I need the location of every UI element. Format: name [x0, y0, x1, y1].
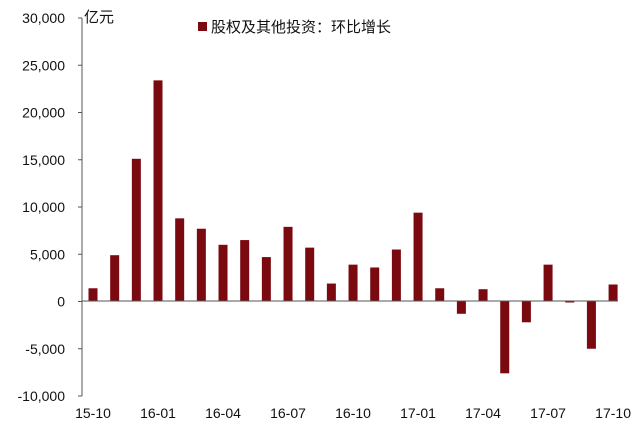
y-tick-label: 20,000 — [22, 105, 65, 121]
legend: 股权及其他投资：环比增长 — [198, 18, 391, 36]
bar-16-08 — [305, 247, 315, 302]
bar-16-03 — [196, 228, 206, 302]
bar-16-07 — [283, 226, 293, 302]
bar-17-02 — [435, 288, 445, 302]
bar-16-02 — [175, 218, 185, 302]
bar-17-09 — [586, 301, 596, 349]
bar-15-12 — [131, 158, 141, 302]
bar-16-11 — [370, 267, 380, 302]
x-tick-label: 17-01 — [400, 405, 436, 421]
y-axis: 30,000 25,000 20,000 15,000 10,000 5,000 0 -5,0… — [18, 10, 83, 404]
x-tick-label: 17-10 — [595, 405, 631, 421]
bar-16-01 — [153, 80, 163, 302]
x-tick-label: 16-04 — [205, 405, 241, 421]
bar-16-09 — [326, 283, 336, 302]
x-tick-label: 17-07 — [530, 405, 566, 421]
y-tick-label: -10,000 — [18, 388, 66, 404]
bar-15-10 — [88, 288, 98, 302]
bar-15-11 — [110, 255, 120, 302]
bar-16-10 — [348, 264, 358, 302]
x-tick-label: 16-10 — [335, 405, 371, 421]
x-tick-label: 15-10 — [75, 405, 111, 421]
bar-17-03 — [456, 301, 466, 314]
y-tick-label: 5,000 — [30, 246, 65, 262]
unit-label: 亿元 — [84, 8, 114, 26]
bar-17-04 — [478, 289, 488, 302]
y-tick-label: 0 — [57, 294, 65, 310]
bars — [88, 80, 618, 374]
x-tick-label: 16-01 — [140, 405, 176, 421]
y-tick-label: -5,000 — [25, 341, 65, 357]
bar-17-06 — [521, 301, 531, 323]
bar-16-06 — [261, 257, 271, 302]
y-tick-label: 30,000 — [22, 10, 65, 26]
bar-17-07 — [543, 264, 553, 302]
bar-17-08 — [565, 301, 575, 303]
legend-label: 股权及其他投资：环比增长 — [211, 18, 391, 36]
x-tick-label: 17-04 — [465, 405, 501, 421]
bar-17-05 — [500, 301, 510, 374]
legend-swatch — [198, 22, 207, 31]
y-tick-label: 10,000 — [22, 199, 65, 215]
bar-16-12 — [391, 249, 401, 302]
y-tick-label: 25,000 — [22, 57, 65, 73]
y-tick-label: 15,000 — [22, 152, 65, 168]
bar-16-04 — [218, 244, 228, 302]
x-tick-labels: 15-10 16-01 16-04 16-07 16-10 17-01 17-04 17-07… — [75, 405, 631, 421]
bar-17-10 — [608, 284, 618, 302]
y-tick-labels: 30,000 25,000 20,000 15,000 10,000 5,000 0 -5,0… — [18, 10, 82, 404]
bar-17-01 — [413, 212, 423, 302]
x-tick-label: 16-07 — [270, 405, 306, 421]
bar-16-05 — [240, 240, 250, 302]
